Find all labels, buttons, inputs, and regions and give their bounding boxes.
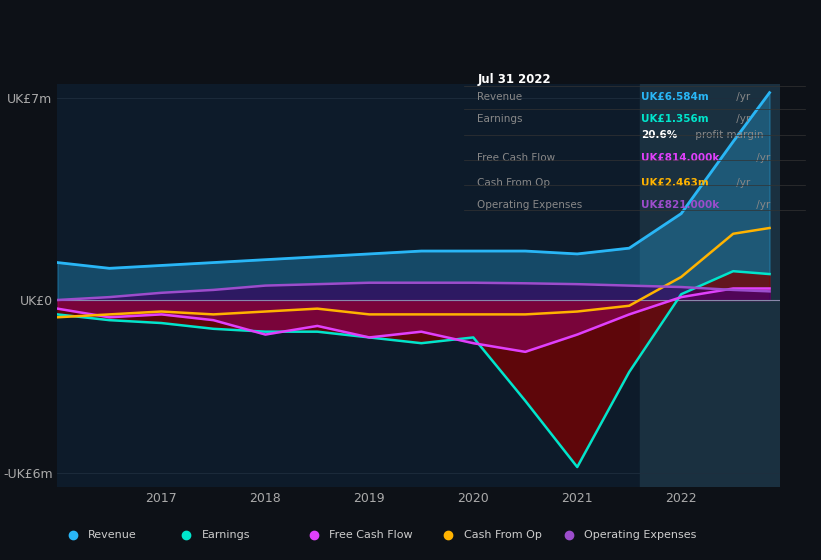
Text: Earnings: Earnings	[478, 114, 523, 124]
Text: UK£6.584m: UK£6.584m	[641, 92, 709, 102]
Text: Operating Expenses: Operating Expenses	[585, 530, 697, 540]
Text: Earnings: Earnings	[201, 530, 250, 540]
Text: Jul 31 2022: Jul 31 2022	[478, 73, 551, 86]
Bar	[640, 84, 780, 487]
Text: Revenue: Revenue	[478, 92, 523, 102]
Text: UK£1.356m: UK£1.356m	[641, 114, 709, 124]
Text: Free Cash Flow: Free Cash Flow	[478, 153, 556, 164]
Text: /yr: /yr	[733, 114, 750, 124]
Text: /yr: /yr	[754, 153, 771, 164]
Text: Operating Expenses: Operating Expenses	[478, 200, 583, 209]
Text: UK£814.000k: UK£814.000k	[641, 153, 719, 164]
Text: Cash From Op: Cash From Op	[464, 530, 542, 540]
Text: Free Cash Flow: Free Cash Flow	[329, 530, 413, 540]
Text: /yr: /yr	[754, 200, 771, 209]
Text: profit margin: profit margin	[692, 130, 764, 141]
Text: UK£821.000k: UK£821.000k	[641, 200, 719, 209]
Text: Cash From Op: Cash From Op	[478, 178, 551, 188]
Text: 20.6%: 20.6%	[641, 130, 677, 141]
Text: Revenue: Revenue	[88, 530, 136, 540]
Text: UK£2.463m: UK£2.463m	[641, 178, 709, 188]
Text: /yr: /yr	[733, 178, 750, 188]
Text: /yr: /yr	[733, 92, 750, 102]
